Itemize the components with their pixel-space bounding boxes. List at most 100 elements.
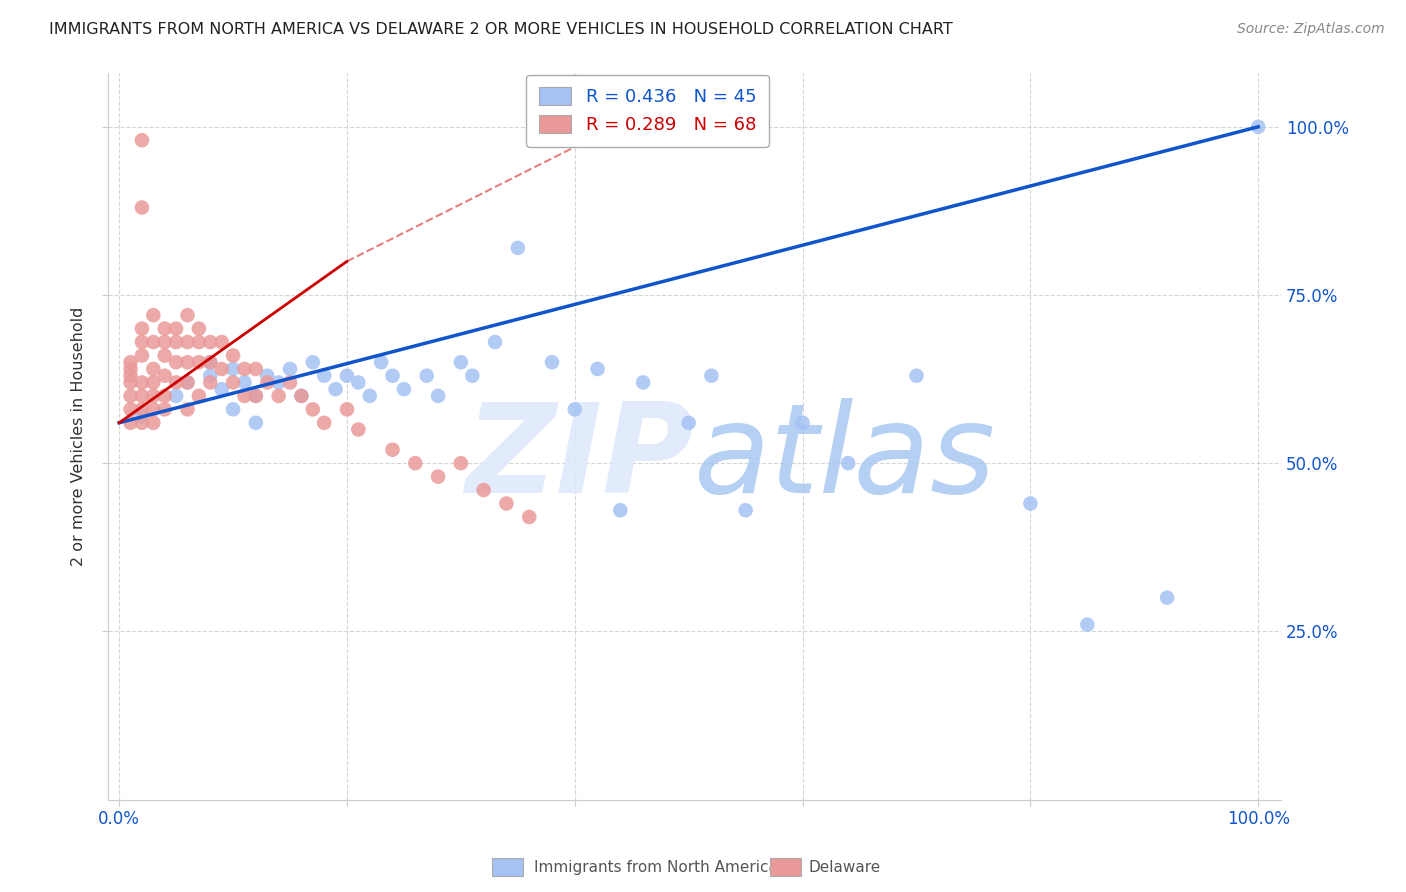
Point [120,355,142,369]
Point [176,308,198,322]
Point [153,402,176,417]
Point [734,503,756,517]
Point [131,334,153,349]
Point [176,402,198,417]
Point [837,456,859,470]
Point [187,334,209,349]
Point [609,503,631,517]
Point [415,368,437,383]
Point [1156,591,1178,605]
Point [153,349,176,363]
Point [120,389,142,403]
Point [120,368,142,383]
Point [222,362,245,376]
Point [245,416,267,430]
Point [245,389,267,403]
Point [314,416,336,430]
Point [165,334,187,349]
Point [278,376,301,390]
Point [301,355,323,369]
Text: IMMIGRANTS FROM NORTH AMERICA VS DELAWARE 2 OR MORE VEHICLES IN HOUSEHOLD CORREL: IMMIGRANTS FROM NORTH AMERICA VS DELAWAR… [49,22,953,37]
Point [245,389,267,403]
Point [1076,617,1098,632]
Point [142,402,165,417]
Point [142,308,165,322]
Point [267,389,290,403]
Point [427,469,450,483]
Point [586,362,609,376]
Point [631,376,654,390]
Point [541,355,564,369]
Point [290,389,312,403]
Point [211,382,233,396]
Point [233,389,256,403]
Point [165,355,187,369]
Point [233,362,256,376]
Point [200,368,222,383]
Point [381,368,404,383]
Point [131,409,153,423]
Point [120,402,142,417]
Point [131,321,153,335]
Point [142,362,165,376]
Point [131,402,153,417]
Text: ZIP: ZIP [465,398,695,518]
Point [1019,496,1042,510]
Point [200,355,222,369]
Text: Source: ZipAtlas.com: Source: ZipAtlas.com [1237,22,1385,37]
Point [153,389,176,403]
Point [176,355,198,369]
Point [142,376,165,390]
Point [336,402,359,417]
Point [564,402,586,417]
Point [153,368,176,383]
Point [131,349,153,363]
Point [187,321,209,335]
Point [314,368,336,383]
Point [472,483,495,497]
Point [176,376,198,390]
Point [392,382,415,396]
Point [200,376,222,390]
Point [200,355,222,369]
Point [495,496,517,510]
Point [165,389,187,403]
Point [165,376,187,390]
Point [142,389,165,403]
Point [484,334,506,349]
Point [347,423,370,437]
Point [301,402,323,417]
Point [153,321,176,335]
Point [427,389,450,403]
Point [256,376,278,390]
Point [211,334,233,349]
Point [461,368,484,383]
Point [404,456,426,470]
Text: atlas: atlas [695,398,997,518]
Point [278,362,301,376]
Point [120,376,142,390]
Text: Immigrants from North America: Immigrants from North America [534,860,778,874]
Point [336,368,359,383]
Text: Delaware: Delaware [808,860,880,874]
Point [1247,120,1270,134]
Point [187,389,209,403]
Point [905,368,928,383]
Point [131,376,153,390]
Point [165,321,187,335]
Point [142,416,165,430]
Point [381,442,404,457]
Point [359,389,381,403]
Point [222,376,245,390]
Point [792,416,814,430]
Point [325,382,347,396]
Point [131,201,153,215]
Point [506,241,529,255]
Point [222,402,245,417]
Point [678,416,700,430]
Point [131,389,153,403]
Point [176,334,198,349]
Legend: R = 0.436   N = 45, R = 0.289   N = 68: R = 0.436 N = 45, R = 0.289 N = 68 [526,75,769,146]
Point [142,334,165,349]
Point [131,416,153,430]
